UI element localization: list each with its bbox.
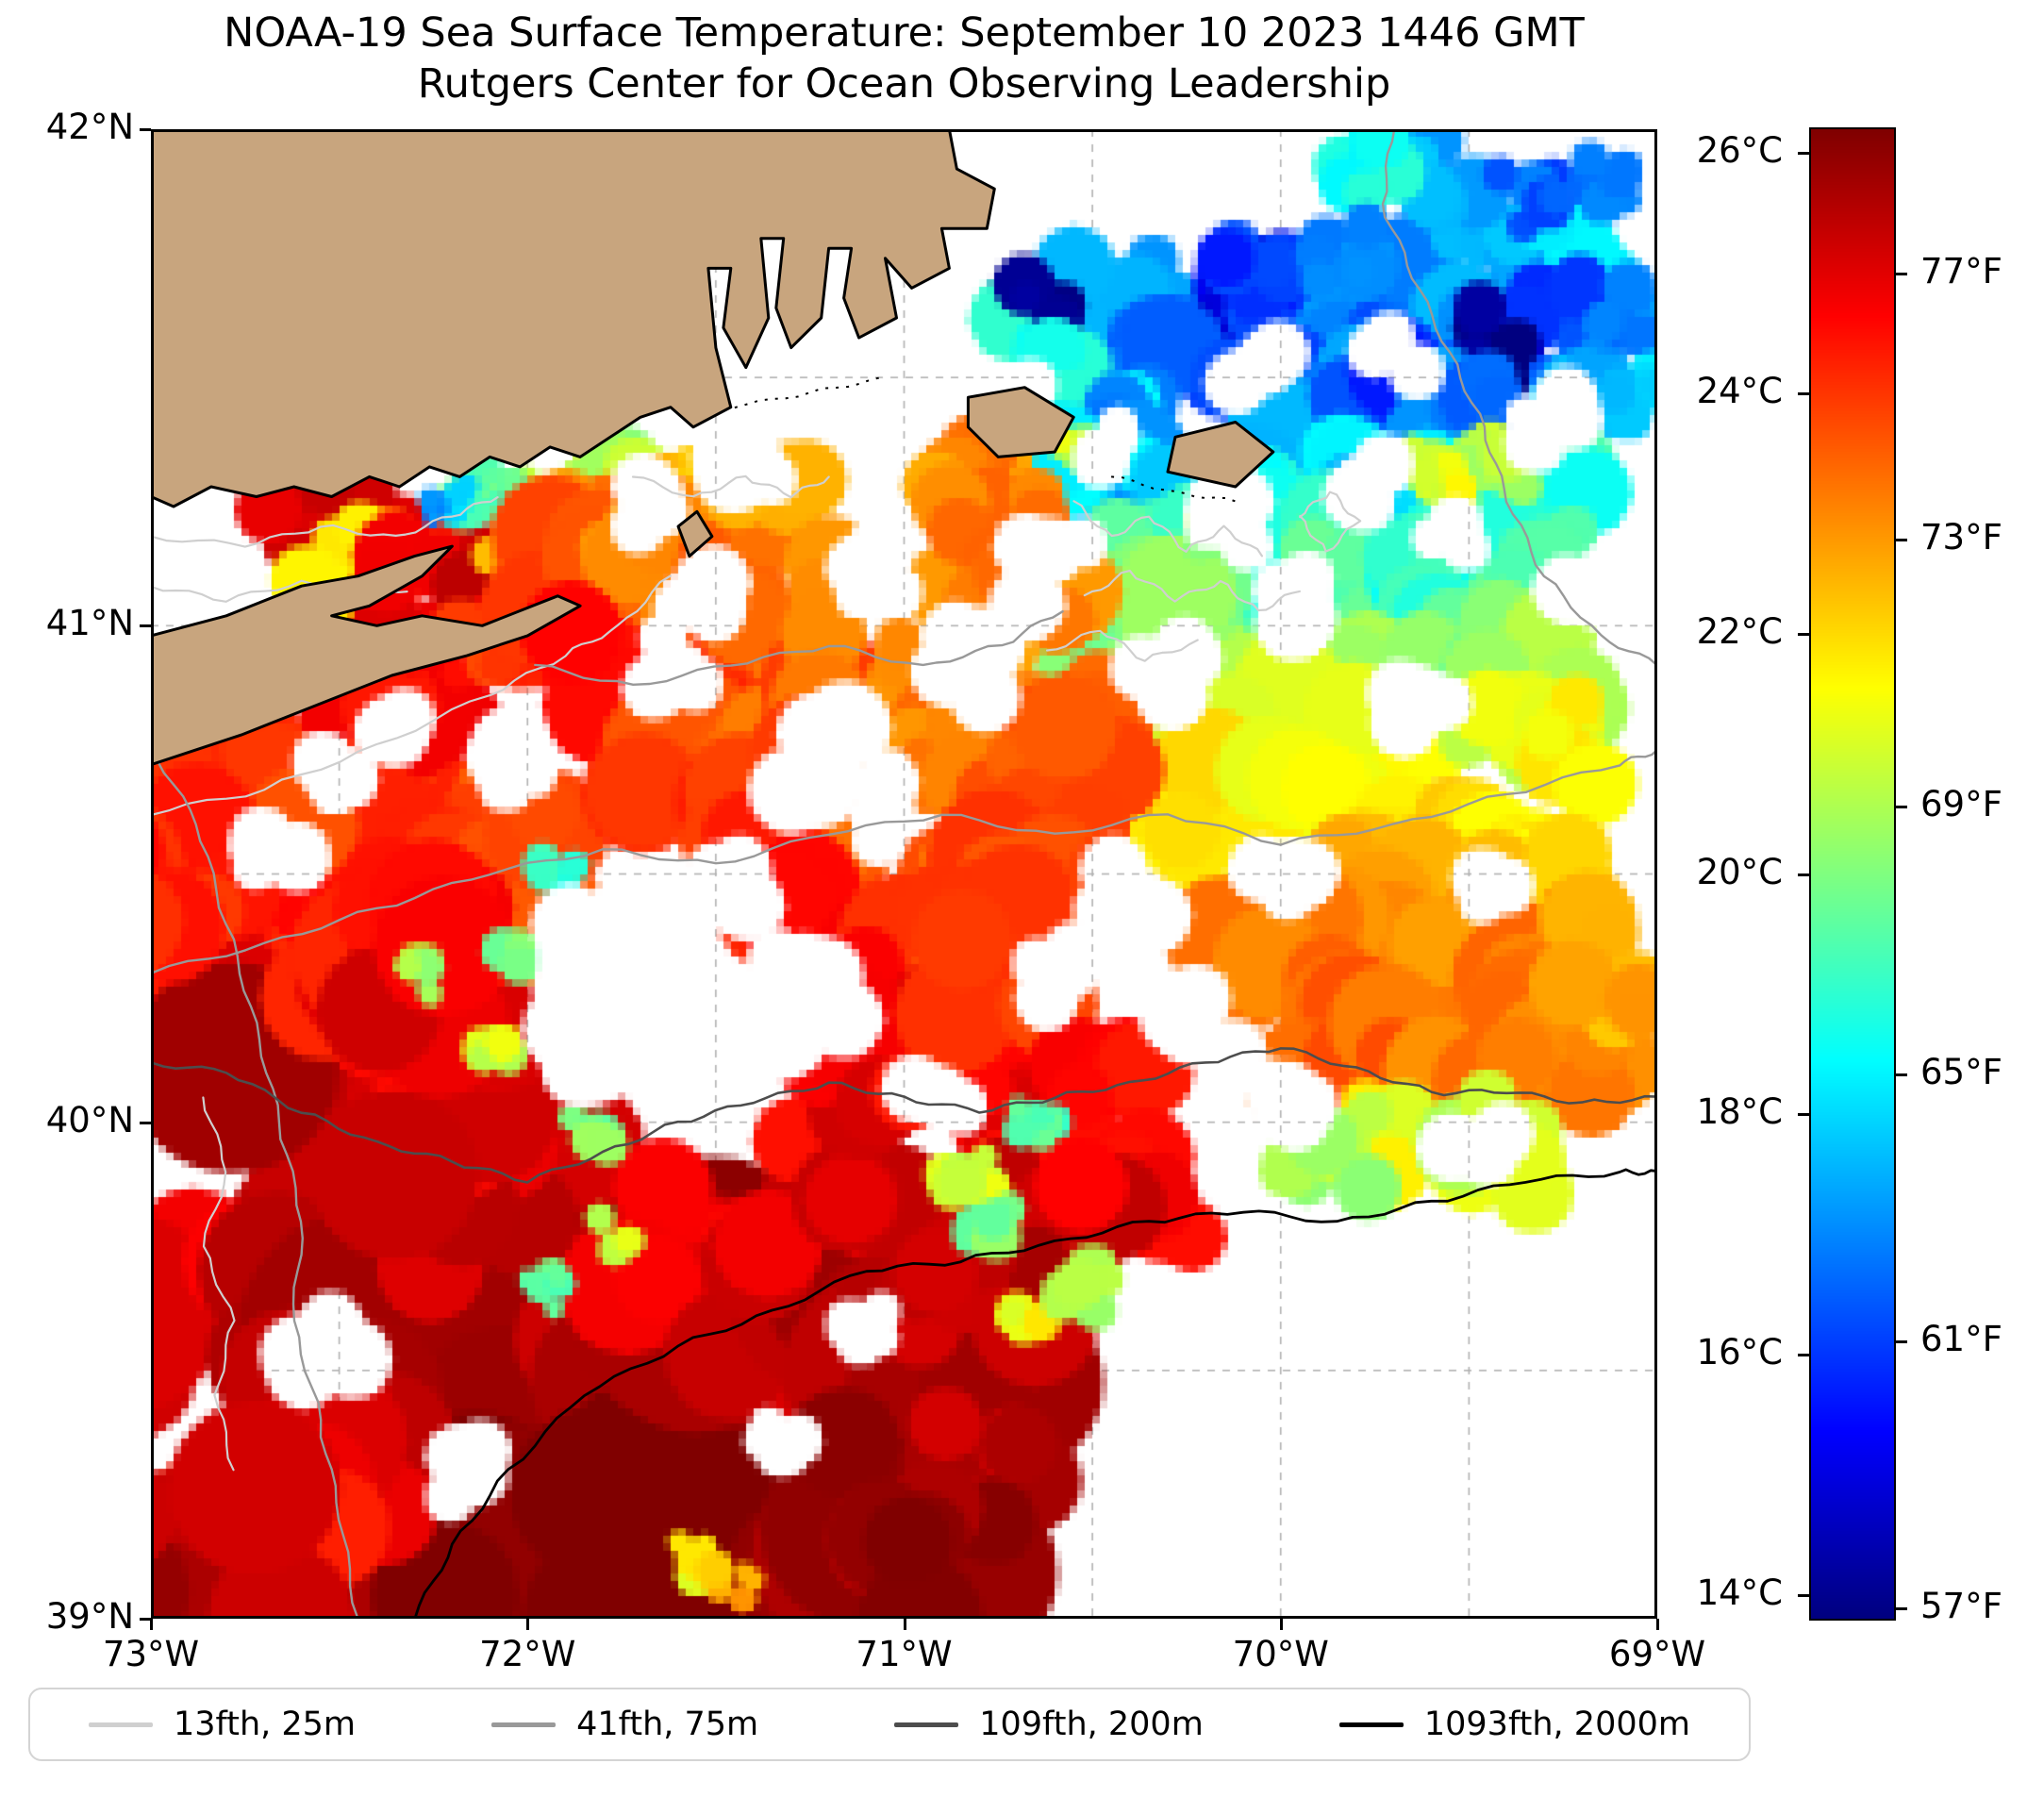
- bathymetry-contour-200m: [151, 1047, 1657, 1184]
- lon-tick-label: 73°W: [102, 1634, 200, 1674]
- colorbar-celsius-tick: [1798, 632, 1809, 636]
- colorbar: [1809, 127, 1896, 1621]
- plot-frame: [151, 129, 1657, 1619]
- chart-title: NOAA-19 Sea Surface Temperature: Septemb…: [224, 9, 1585, 57]
- lon-tick-label: 72°W: [479, 1634, 576, 1674]
- land-long-island: [151, 544, 582, 767]
- land-marthas-vineyard: [966, 386, 1075, 458]
- depth-contour-legend: 13fth, 25m 41fth, 75m 109fth, 200m 1093fth,…: [28, 1688, 1751, 1761]
- lon-tick-mark: [526, 1619, 530, 1630]
- bathymetry-contour-25m: [1072, 500, 1263, 557]
- legend-line-swatch: [491, 1722, 557, 1727]
- colorbar-fahrenheit-tick: [1896, 1073, 1907, 1077]
- lon-tick-mark: [1279, 1619, 1283, 1630]
- lat-tick-mark: [140, 624, 151, 628]
- colorbar-celsius-tick: [1798, 392, 1809, 396]
- colorbar-fahrenheit-tick: [1896, 272, 1907, 275]
- lat-tick-label: 42°N: [45, 107, 134, 147]
- map-overlay-svg: [151, 129, 1657, 1619]
- bathymetry-contour-75m: [151, 743, 359, 1619]
- bathymetry-contour-75m: [1381, 129, 1657, 667]
- bathymetry-contour-25m: [202, 1096, 236, 1472]
- colorbar-celsius-tick: [1798, 1113, 1809, 1117]
- colorbar-gradient: [1811, 129, 1894, 1619]
- lat-tick-label: 41°N: [45, 603, 134, 644]
- lon-tick-mark: [1656, 1619, 1659, 1630]
- colorbar-celsius-label: 14°C: [1696, 1572, 1783, 1613]
- colorbar-celsius-label: 16°C: [1696, 1331, 1783, 1373]
- land-nantucket: [1166, 421, 1275, 489]
- bathymetry-contour-25m: [1299, 491, 1362, 553]
- maritime-boundary-dotted: [734, 375, 886, 409]
- lat-tick-mark: [140, 1618, 151, 1621]
- bathymetry-contour-25m: [151, 574, 672, 817]
- lon-tick-mark: [150, 1619, 153, 1630]
- land-block-island: [676, 509, 714, 558]
- legend-item-1: 13fth, 25m: [89, 1705, 356, 1743]
- bathymetry-contour-25m: [151, 496, 499, 548]
- colorbar-celsius-label: 20°C: [1696, 851, 1783, 892]
- colorbar-fahrenheit-label: 69°F: [1920, 784, 2002, 825]
- legend-line-swatch: [894, 1722, 959, 1727]
- lat-tick-mark: [140, 1121, 151, 1124]
- legend-label: 41fth, 75m: [576, 1705, 759, 1743]
- colorbar-celsius-tick: [1798, 1593, 1809, 1597]
- bathymetry-contour-25m: [1046, 629, 1199, 662]
- lon-tick-label: 69°W: [1608, 1634, 1706, 1674]
- bathymetry-contour-25m: [631, 474, 830, 499]
- colorbar-fahrenheit-tick: [1896, 1339, 1907, 1343]
- colorbar-fahrenheit-tick: [1896, 806, 1907, 809]
- colorbar-celsius-label: 24°C: [1696, 371, 1783, 412]
- colorbar-celsius-label: 22°C: [1696, 610, 1783, 652]
- lat-tick-label: 40°N: [45, 1099, 134, 1140]
- lat-tick-label: 39°N: [45, 1596, 134, 1637]
- colorbar-celsius-tick: [1798, 873, 1809, 876]
- colorbar-fahrenheit-tick: [1896, 1606, 1907, 1610]
- legend-line-swatch: [89, 1722, 153, 1727]
- legend-item-3: 109fth, 200m: [894, 1705, 1204, 1743]
- bathymetry-contour-75m: [151, 748, 1657, 975]
- lon-tick-mark: [903, 1619, 906, 1630]
- colorbar-fahrenheit-label: 73°F: [1920, 517, 2002, 558]
- lon-tick-label: 71°W: [856, 1634, 953, 1674]
- bathymetry-contour-2000m: [413, 1168, 1657, 1619]
- legend-item-4: 1093fth, 2000m: [1338, 1705, 1690, 1743]
- legend-label: 109fth, 200m: [979, 1705, 1204, 1743]
- bathymetry-contour-25m: [1083, 569, 1301, 612]
- lon-tick-label: 70°W: [1232, 1634, 1329, 1674]
- colorbar-celsius-tick: [1798, 1353, 1809, 1356]
- land-southern-new-england-mainland: [151, 129, 996, 508]
- colorbar-celsius-label: 18°C: [1696, 1091, 1783, 1133]
- bathymetry-contour-75m: [534, 610, 1064, 686]
- chart-subtitle: Rutgers Center for Ocean Observing Leade…: [417, 60, 1391, 108]
- colorbar-fahrenheit-tick: [1896, 539, 1907, 542]
- legend-item-2: 41fth, 75m: [491, 1705, 758, 1743]
- colorbar-celsius-label: 26°C: [1696, 130, 1783, 172]
- colorbar-fahrenheit-label: 61°F: [1920, 1318, 2002, 1359]
- legend-label: 1093fth, 2000m: [1423, 1705, 1690, 1743]
- colorbar-celsius-tick: [1798, 152, 1809, 156]
- legend-line-swatch: [1338, 1722, 1404, 1727]
- lat-tick-mark: [140, 128, 151, 131]
- colorbar-fahrenheit-label: 57°F: [1920, 1585, 2002, 1626]
- map-plot-area: [151, 129, 1657, 1619]
- colorbar-fahrenheit-label: 65°F: [1920, 1052, 2002, 1093]
- colorbar-fahrenheit-label: 77°F: [1920, 250, 2002, 291]
- legend-label: 13fth, 25m: [174, 1705, 357, 1743]
- maritime-boundary-dotted: [1111, 475, 1237, 503]
